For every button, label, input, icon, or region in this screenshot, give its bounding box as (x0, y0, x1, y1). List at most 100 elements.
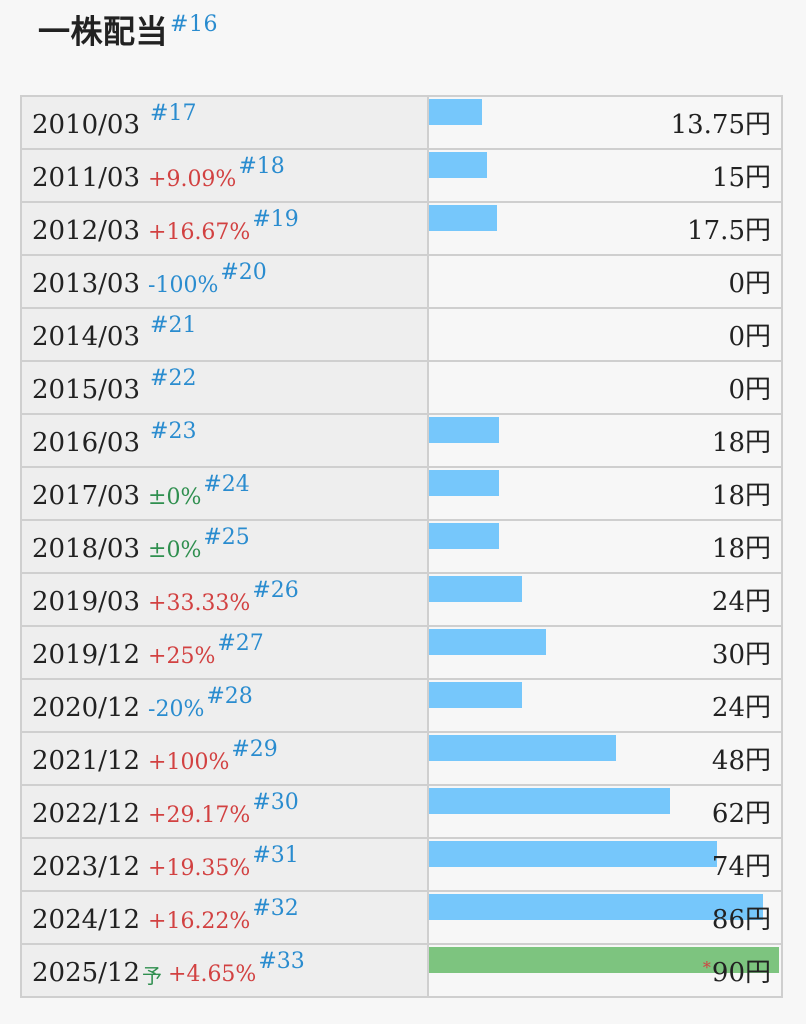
period-label: 2022/12 (32, 799, 141, 829)
row-period-cell: 2014/03 #21 (22, 309, 429, 360)
footnote-ref-link[interactable]: #32 (252, 896, 299, 921)
row-value-cell: 86円 (429, 892, 781, 943)
period-label: 2024/12 (32, 905, 141, 935)
row-period-cell: 2016/03 #23 (22, 415, 429, 466)
dividend-value: 18円 (711, 430, 771, 456)
row-period-cell: 2024/12 +16.22% #32 (22, 892, 429, 943)
dividend-value-text: 74円 (711, 852, 771, 882)
footnote-ref-link[interactable]: #26 (252, 578, 299, 603)
row-period-cell: 2012/03 +16.67% #19 (22, 203, 429, 254)
footnote-ref-link[interactable]: #27 (217, 631, 264, 656)
row-period-cell: 2019/03 +33.33% #26 (22, 574, 429, 625)
table-row: 2019/03 +33.33% #26 24円 (22, 574, 781, 627)
dividend-bar (429, 629, 546, 655)
period-label: 2025/12 (32, 958, 141, 988)
footnote-ref-link[interactable]: #31 (252, 843, 299, 868)
dividend-bar (429, 523, 499, 549)
dividend-value: 24円 (711, 695, 771, 721)
period-label: 2023/12 (32, 852, 141, 882)
period-label: 2014/03 (32, 322, 141, 352)
row-period-cell: 2015/03 #22 (22, 362, 429, 413)
dividend-value-text: 86円 (711, 905, 771, 935)
footnote-ref-link[interactable]: #29 (231, 737, 278, 762)
dividend-value: 48円 (711, 748, 771, 774)
period-label: 2020/12 (32, 693, 141, 723)
dividend-value: 24円 (711, 589, 771, 615)
dividend-value: 0円 (727, 377, 771, 403)
table-row: 2023/12 +19.35% #31 74円 (22, 839, 781, 892)
dividend-bar (429, 682, 522, 708)
dividend-value-text: 48円 (711, 746, 771, 776)
table-row: 2019/12 +25% #27 30円 (22, 627, 781, 680)
dividend-value: 86円 (711, 907, 771, 933)
dividend-value: 15円 (711, 165, 771, 191)
dividend-value: 30円 (711, 642, 771, 668)
row-value-cell: 74円 (429, 839, 781, 890)
footnote-ref-link[interactable]: #24 (203, 472, 250, 497)
dividend-value-text: 30円 (711, 640, 771, 670)
period-label: 2019/12 (32, 640, 141, 670)
dividend-bar (429, 470, 499, 496)
table-row: 2017/03 ±0% #24 18円 (22, 468, 781, 521)
change-percent: +16.22% (148, 909, 251, 934)
section-title: 一株配当#16 (38, 14, 218, 48)
row-period-cell: 2020/12 -20% #28 (22, 680, 429, 731)
footnote-ref-link[interactable]: #18 (238, 154, 285, 179)
dividend-value-text: 18円 (711, 534, 771, 564)
change-percent: +19.35% (148, 856, 251, 881)
dividend-bar (429, 841, 717, 867)
dividend-table: 2010/03 #17 13.75円 2011/03 +9.09% #18 15円 2012/… (20, 95, 783, 998)
row-value-cell: 13.75円 (429, 97, 781, 148)
row-value-cell: 15円 (429, 150, 781, 201)
row-value-cell: 18円 (429, 415, 781, 466)
forecast-mark: 予 (142, 964, 163, 988)
footnote-ref-link[interactable]: #28 (206, 684, 253, 709)
dividend-bar (429, 99, 482, 125)
footnote-ref-link[interactable]: #17 (150, 101, 197, 126)
footnote-ref-link[interactable]: #20 (220, 260, 267, 285)
footnote-ref-link[interactable]: #23 (150, 419, 197, 444)
row-period-cell: 2018/03 ±0% #25 (22, 521, 429, 572)
row-value-cell: 62円 (429, 786, 781, 837)
dividend-value-text: 24円 (711, 693, 771, 723)
dividend-value-text: 18円 (711, 428, 771, 458)
change-percent: -100% (148, 273, 219, 298)
row-value-cell: *90円 (429, 945, 781, 996)
period-label: 2012/03 (32, 216, 141, 246)
row-value-cell: 24円 (429, 574, 781, 625)
dividend-bar (429, 894, 763, 920)
period-label: 2021/12 (32, 746, 141, 776)
dividend-bar (429, 205, 497, 231)
row-value-cell: 18円 (429, 521, 781, 572)
footnote-ref-link[interactable]: #33 (258, 949, 305, 974)
period-label: 2018/03 (32, 534, 141, 564)
section-title-text: 一株配当 (38, 12, 169, 51)
change-percent: ±0% (148, 485, 202, 510)
row-period-cell: 2011/03 +9.09% #18 (22, 150, 429, 201)
table-row: 2010/03 #17 13.75円 (22, 97, 781, 150)
table-row: 2018/03 ±0% #25 18円 (22, 521, 781, 574)
row-period-cell: 2025/12 予 +4.65% #33 (22, 945, 429, 996)
table-row: 2021/12 +100% #29 48円 (22, 733, 781, 786)
change-percent: +100% (148, 750, 230, 775)
footnote-ref-link[interactable]: #19 (252, 207, 299, 232)
dividend-value: *90円 (703, 958, 771, 988)
dividend-value: 13.75円 (670, 112, 771, 138)
row-value-cell: 24円 (429, 680, 781, 731)
footnote-ref-link[interactable]: #21 (150, 313, 197, 338)
period-label: 2010/03 (32, 110, 141, 140)
period-label: 2019/03 (32, 587, 141, 617)
footnote-ref-link[interactable]: #25 (203, 525, 250, 550)
period-label: 2011/03 (32, 163, 141, 193)
row-period-cell: 2017/03 ±0% #24 (22, 468, 429, 519)
table-row: 2020/12 -20% #28 24円 (22, 680, 781, 733)
section-title-ref[interactable]: #16 (170, 12, 218, 37)
dividend-bar (429, 576, 522, 602)
change-percent: +29.17% (148, 803, 251, 828)
row-period-cell: 2023/12 +19.35% #31 (22, 839, 429, 890)
footnote-ref-link[interactable]: #22 (150, 366, 197, 391)
period-label: 2015/03 (32, 375, 141, 405)
forecast-dividend-bar (429, 947, 779, 973)
footnote-ref-link[interactable]: #30 (252, 790, 299, 815)
dividend-value-text: 90円 (711, 958, 771, 988)
